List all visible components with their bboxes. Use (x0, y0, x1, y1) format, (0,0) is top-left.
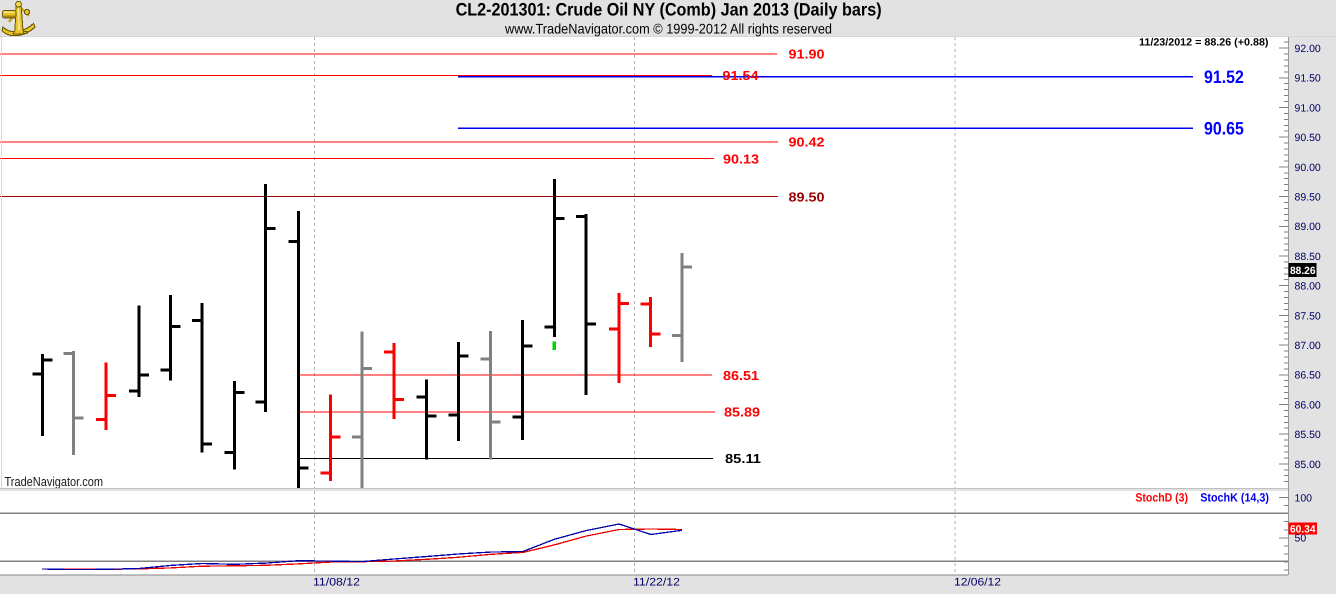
svg-text:StochD (3): StochD (3) (1135, 490, 1188, 504)
svg-text:89.50: 89.50 (1295, 192, 1321, 204)
svg-text:90.65: 90.65 (1204, 119, 1244, 139)
svg-text:50: 50 (1295, 533, 1307, 545)
svg-text:90.13: 90.13 (723, 151, 759, 166)
svg-text:11/23/2012 = 88.26 (+0.88): 11/23/2012 = 88.26 (+0.88) (1139, 37, 1269, 49)
svg-text:91.00: 91.00 (1295, 102, 1321, 114)
svg-text:CL2-201301: Crude Oil NY (Com: CL2-201301: Crude Oil NY (Comb) Jan 2013… (456, 0, 882, 20)
svg-text:90.50: 90.50 (1295, 132, 1321, 144)
svg-text:60.34: 60.34 (1290, 524, 1316, 536)
svg-text:86.50: 86.50 (1295, 370, 1321, 382)
svg-text:86.51: 86.51 (723, 368, 759, 383)
svg-text:86.00: 86.00 (1295, 399, 1321, 411)
svg-text:11/22/12: 11/22/12 (633, 577, 680, 589)
svg-text:85.50: 85.50 (1295, 429, 1321, 441)
svg-text:91.90: 91.90 (789, 47, 825, 62)
svg-text:88.50: 88.50 (1295, 251, 1321, 263)
svg-text:91.50: 91.50 (1295, 73, 1321, 85)
svg-text:85.11: 85.11 (725, 451, 761, 466)
svg-text:92.00: 92.00 (1295, 43, 1321, 55)
svg-text:85.00: 85.00 (1295, 459, 1321, 471)
svg-text:TradeNavigator.com: TradeNavigator.com (5, 474, 104, 489)
svg-text:89.50: 89.50 (789, 189, 825, 204)
svg-text:89.00: 89.00 (1295, 221, 1321, 233)
svg-text:87.00: 87.00 (1295, 340, 1321, 352)
svg-text:91.54: 91.54 (723, 68, 760, 83)
svg-text:88.00: 88.00 (1295, 281, 1321, 293)
svg-text:88.26: 88.26 (1290, 265, 1316, 277)
svg-text:StochK (14,3): StochK (14,3) (1200, 490, 1269, 504)
svg-text:90.00: 90.00 (1295, 162, 1321, 174)
svg-text:100: 100 (1295, 493, 1313, 505)
svg-text:www.TradeNavigator.com © 1999-: www.TradeNavigator.com © 1999-2012 All r… (504, 21, 832, 37)
svg-text:91.52: 91.52 (1204, 67, 1244, 87)
svg-text:12/06/12: 12/06/12 (954, 577, 1001, 589)
svg-text:90.42: 90.42 (789, 135, 825, 150)
svg-text:87.50: 87.50 (1295, 310, 1321, 322)
svg-text:85.89: 85.89 (724, 405, 760, 420)
svg-text:11/08/12: 11/08/12 (313, 577, 360, 589)
